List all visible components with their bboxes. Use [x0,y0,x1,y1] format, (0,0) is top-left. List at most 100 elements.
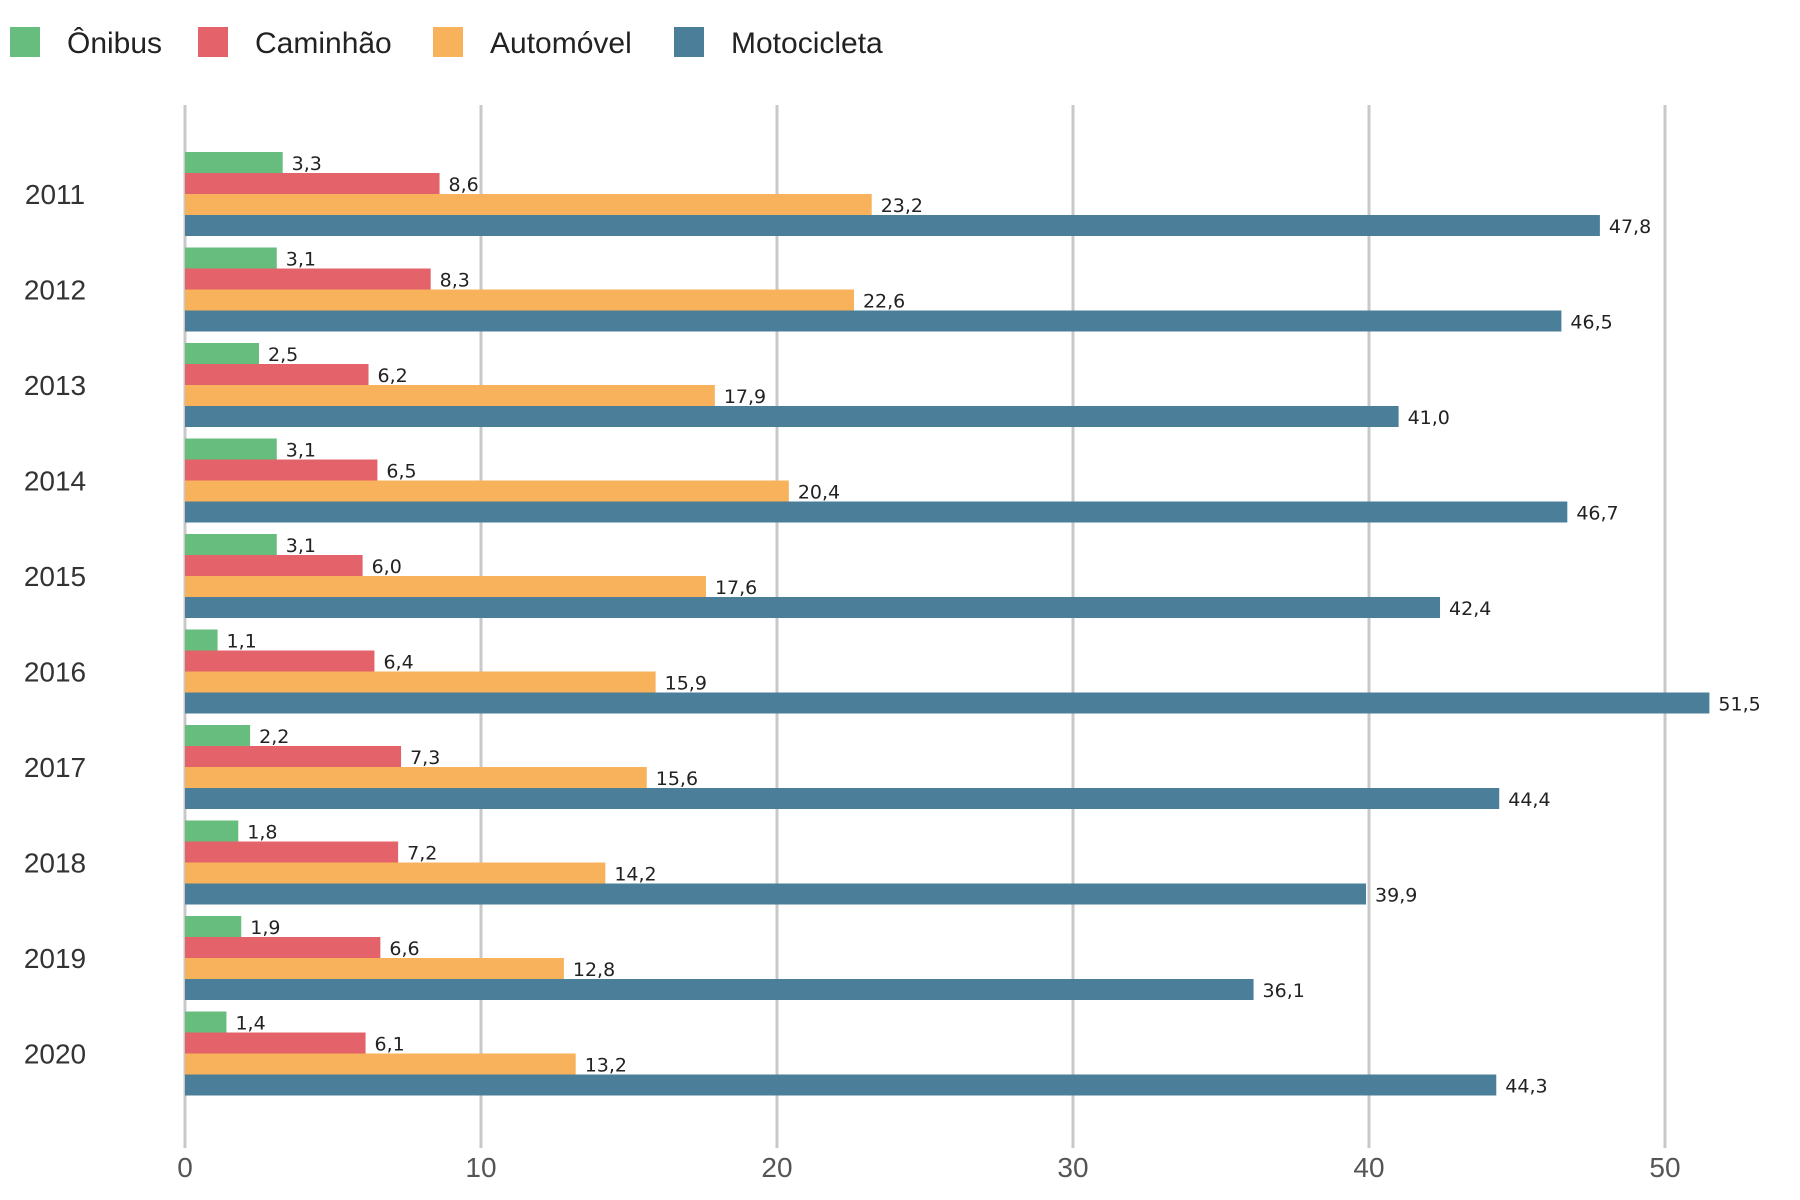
bar-caminhao-2019 [185,937,381,958]
x-tick-label-30: 30 [1057,1152,1088,1183]
legend: Ônibus Caminhão Automóvel Motocicleta [10,26,883,60]
data-label-automovel-2013: 17,9 [724,386,766,408]
bar-motocicleta-2011 [185,215,1600,236]
bar-motocicleta-2019 [185,979,1254,1000]
data-label-automovel-2016: 15,9 [665,673,707,695]
year-label-2011: 2011 [25,179,85,210]
data-label-caminhao-2018: 7,2 [407,843,437,865]
data-label-onibus-2014: 3,1 [286,440,316,462]
year-label-2018: 2018 [24,848,86,879]
legend-swatch-automovel [433,27,463,57]
data-label-motocicleta-2013: 41,0 [1408,407,1450,429]
data-label-caminhao-2011: 8,6 [449,174,479,196]
data-label-motocicleta-2017: 44,4 [1508,789,1550,811]
data-label-onibus-2012: 3,1 [286,249,316,271]
bar-automovel-2018 [185,862,606,884]
year-label-2014: 2014 [24,466,86,497]
bars: 3,3 8,6 23,2 47,8 3,1 8,3 22,6 46,5 2,5 6,2 17,9 41… [185,152,1761,1098]
bar-caminhao-2015 [185,555,363,576]
year-label-2013: 2013 [24,370,86,401]
data-label-onibus-2015: 3,1 [286,535,316,557]
data-label-onibus-2017: 2,2 [259,726,289,748]
data-label-automovel-2019: 12,8 [573,959,615,981]
bar-caminhao-2012 [185,268,431,290]
bar-automovel-2019 [185,958,564,979]
data-label-automovel-2017: 15,6 [656,768,698,790]
data-label-caminhao-2020: 6,1 [375,1034,405,1056]
legend-label-onibus: Ônibus [67,26,162,60]
data-label-automovel-2018: 14,2 [614,864,656,886]
data-label-onibus-2018: 1,8 [247,822,277,844]
data-label-automovel-2012: 22,6 [863,291,905,313]
data-label-caminhao-2016: 6,4 [383,652,413,674]
data-label-motocicleta-2011: 47,8 [1609,216,1651,238]
bar-motocicleta-2015 [185,597,1441,618]
x-tick-label-0: 0 [177,1152,193,1183]
data-label-onibus-2011: 3,3 [292,153,322,175]
legend-swatch-caminhao [198,27,228,57]
bar-caminhao-2016 [185,650,375,672]
legend-swatch-motocicleta [674,27,704,57]
bar-automovel-2014 [185,480,789,502]
bar-onibus-2014 [185,438,277,460]
bar-onibus-2015 [185,534,277,555]
bar-motocicleta-2018 [185,883,1367,905]
data-label-motocicleta-2012: 46,5 [1570,312,1612,334]
data-label-automovel-2014: 20,4 [798,482,840,504]
data-label-onibus-2016: 1,1 [227,631,257,653]
year-label-2019: 2019 [24,943,86,974]
bar-caminhao-2017 [185,746,402,767]
bar-onibus-2019 [185,916,242,937]
x-tick-label-50: 50 [1649,1152,1680,1183]
data-label-caminhao-2017: 7,3 [410,747,440,769]
bar-onibus-2012 [185,247,277,269]
x-tick-label-10: 10 [465,1152,496,1183]
data-label-motocicleta-2018: 39,9 [1375,885,1417,907]
legend-label-automovel: Automóvel [490,27,632,60]
bar-automovel-2012 [185,289,854,311]
bar-onibus-2017 [185,725,251,746]
data-label-onibus-2019: 1,9 [250,917,280,939]
data-label-motocicleta-2019: 36,1 [1263,980,1305,1002]
x-axis-ticks: 0 10 20 30 40 50 [177,1152,1680,1183]
bar-caminhao-2018 [185,841,399,863]
legend-label-caminhao: Caminhão [255,27,392,60]
data-label-automovel-2011: 23,2 [881,195,923,217]
bar-onibus-2018 [185,820,239,842]
bar-motocicleta-2013 [185,406,1399,427]
bar-caminhao-2020 [185,1032,366,1054]
year-label-2020: 2020 [24,1039,86,1070]
data-label-caminhao-2012: 8,3 [440,270,470,292]
legend-swatch-onibus [10,27,40,57]
data-label-caminhao-2019: 6,6 [389,938,419,960]
bar-automovel-2011 [185,194,872,215]
year-labels: 2011 2012 2013 2014 2015 2016 2017 2018 2019 2020 [24,179,86,1070]
data-label-caminhao-2015: 6,0 [372,556,402,578]
data-label-automovel-2020: 13,2 [585,1055,627,1077]
legend-label-motocicleta: Motocicleta [731,27,883,60]
year-label-2015: 2015 [24,561,86,592]
bar-automovel-2017 [185,767,647,788]
bar-onibus-2016 [185,629,218,651]
bar-motocicleta-2020 [185,1074,1497,1096]
data-label-onibus-2020: 1,4 [235,1013,265,1035]
bar-motocicleta-2012 [185,310,1562,332]
data-label-caminhao-2014: 6,5 [386,461,416,483]
bar-motocicleta-2016 [185,692,1710,714]
bar-caminhao-2014 [185,459,378,481]
x-tick-label-20: 20 [761,1152,792,1183]
year-label-2017: 2017 [24,752,86,783]
bar-motocicleta-2014 [185,501,1568,523]
year-label-2016: 2016 [24,657,86,688]
bar-caminhao-2013 [185,364,369,385]
x-tick-label-40: 40 [1353,1152,1384,1183]
bar-caminhao-2011 [185,173,440,194]
data-label-caminhao-2013: 6,2 [378,365,408,387]
bar-automovel-2020 [185,1053,576,1075]
data-label-motocicleta-2015: 42,4 [1449,598,1491,620]
bar-motocicleta-2017 [185,788,1500,809]
data-label-onibus-2013: 2,5 [268,344,298,366]
bar-onibus-2013 [185,343,259,364]
data-label-motocicleta-2014: 46,7 [1576,503,1618,525]
